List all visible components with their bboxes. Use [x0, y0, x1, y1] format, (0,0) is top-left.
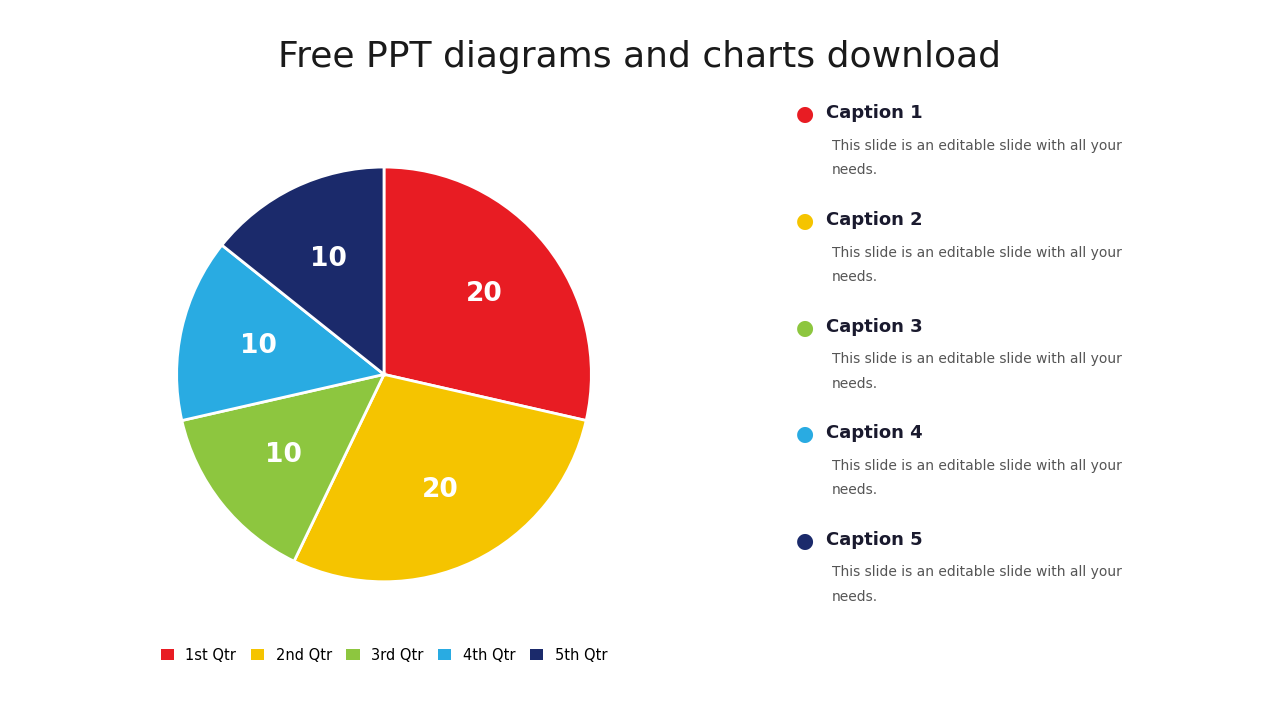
Text: ●: ● [796, 104, 814, 125]
Wedge shape [177, 245, 384, 420]
Text: needs.: needs. [832, 377, 878, 390]
Wedge shape [221, 167, 384, 374]
Wedge shape [384, 167, 591, 420]
Text: This slide is an editable slide with all your: This slide is an editable slide with all… [832, 565, 1121, 579]
Text: Caption 5: Caption 5 [826, 531, 922, 549]
Text: 10: 10 [265, 441, 302, 467]
Text: needs.: needs. [832, 163, 878, 177]
Text: Caption 1: Caption 1 [826, 104, 922, 122]
Text: ●: ● [796, 211, 814, 231]
Text: 10: 10 [310, 246, 347, 271]
Text: This slide is an editable slide with all your: This slide is an editable slide with all… [832, 352, 1121, 366]
Text: Caption 3: Caption 3 [826, 318, 922, 336]
Wedge shape [182, 374, 384, 561]
Text: This slide is an editable slide with all your: This slide is an editable slide with all… [832, 246, 1121, 259]
Text: needs.: needs. [832, 270, 878, 284]
Text: ●: ● [796, 424, 814, 444]
Text: This slide is an editable slide with all your: This slide is an editable slide with all… [832, 459, 1121, 472]
Text: Free PPT diagrams and charts download: Free PPT diagrams and charts download [279, 40, 1001, 73]
Text: needs.: needs. [832, 483, 878, 497]
Text: Caption 4: Caption 4 [826, 424, 922, 442]
Wedge shape [294, 374, 586, 582]
Text: needs.: needs. [832, 590, 878, 603]
Text: 20: 20 [421, 477, 458, 503]
Text: 10: 10 [241, 333, 276, 359]
Text: ●: ● [796, 318, 814, 338]
Legend: 1st Qtr, 2nd Qtr, 3rd Qtr, 4th Qtr, 5th Qtr: 1st Qtr, 2nd Qtr, 3rd Qtr, 4th Qtr, 5th … [161, 647, 607, 662]
Text: 20: 20 [466, 282, 503, 307]
Text: This slide is an editable slide with all your: This slide is an editable slide with all… [832, 139, 1121, 153]
Text: Caption 2: Caption 2 [826, 211, 922, 229]
Text: ●: ● [796, 531, 814, 551]
